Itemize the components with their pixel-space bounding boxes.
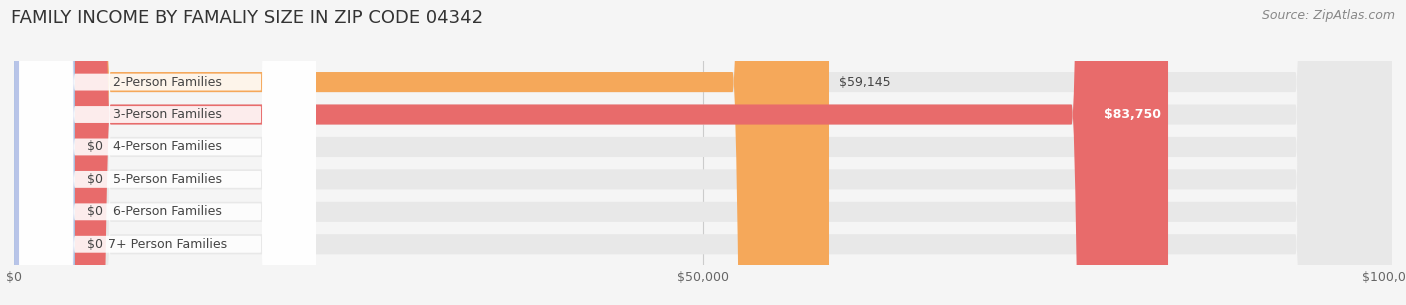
FancyBboxPatch shape	[20, 0, 316, 305]
Text: 6-Person Families: 6-Person Families	[114, 205, 222, 218]
Text: 5-Person Families: 5-Person Families	[114, 173, 222, 186]
Text: $83,750: $83,750	[1104, 108, 1161, 121]
Text: $0: $0	[87, 238, 103, 251]
FancyBboxPatch shape	[14, 0, 1392, 305]
FancyBboxPatch shape	[14, 0, 75, 305]
Text: 2-Person Families: 2-Person Families	[114, 76, 222, 88]
Text: 4-Person Families: 4-Person Families	[114, 141, 222, 153]
FancyBboxPatch shape	[14, 0, 1392, 305]
Text: $0: $0	[87, 205, 103, 218]
FancyBboxPatch shape	[20, 0, 316, 305]
FancyBboxPatch shape	[14, 0, 1392, 305]
FancyBboxPatch shape	[20, 0, 316, 305]
Text: $0: $0	[87, 141, 103, 153]
FancyBboxPatch shape	[14, 0, 75, 305]
FancyBboxPatch shape	[20, 0, 316, 305]
FancyBboxPatch shape	[14, 0, 1392, 305]
FancyBboxPatch shape	[14, 0, 1168, 305]
FancyBboxPatch shape	[14, 0, 830, 305]
FancyBboxPatch shape	[20, 0, 316, 305]
FancyBboxPatch shape	[20, 0, 316, 305]
FancyBboxPatch shape	[14, 0, 1392, 305]
Text: Source: ZipAtlas.com: Source: ZipAtlas.com	[1261, 9, 1395, 22]
FancyBboxPatch shape	[14, 0, 1392, 305]
Text: 3-Person Families: 3-Person Families	[114, 108, 222, 121]
Text: $59,145: $59,145	[838, 76, 890, 88]
FancyBboxPatch shape	[14, 0, 75, 305]
FancyBboxPatch shape	[14, 0, 75, 305]
Text: $0: $0	[87, 173, 103, 186]
Text: 7+ Person Families: 7+ Person Families	[108, 238, 228, 251]
Text: FAMILY INCOME BY FAMALIY SIZE IN ZIP CODE 04342: FAMILY INCOME BY FAMALIY SIZE IN ZIP COD…	[11, 9, 484, 27]
